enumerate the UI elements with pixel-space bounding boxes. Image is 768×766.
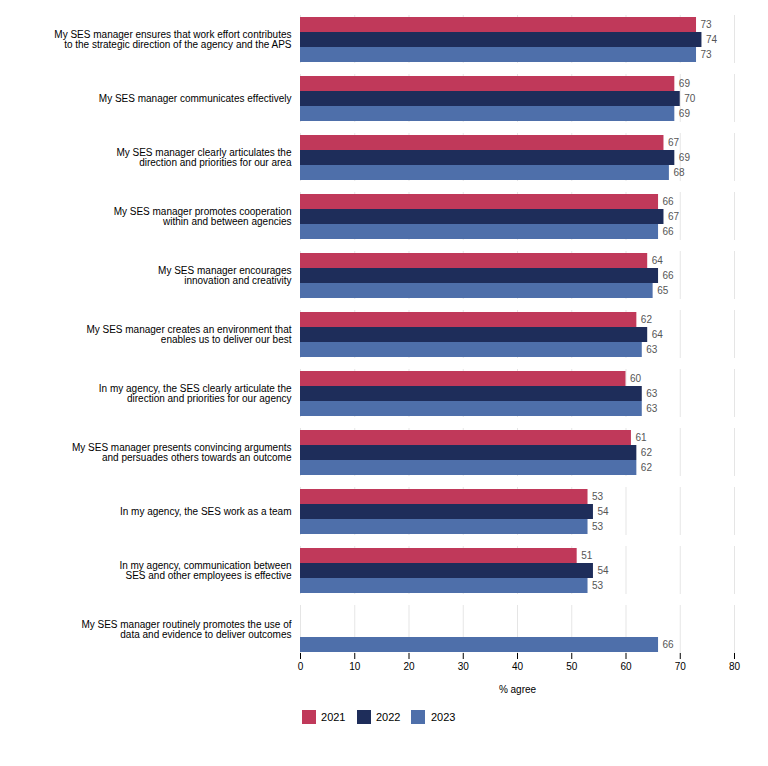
svg-text:68: 68 [673,167,685,178]
svg-text:73: 73 [701,49,713,60]
svg-text:64: 64 [652,255,664,266]
svg-text:64: 64 [652,329,664,340]
svg-text:30: 30 [458,661,470,672]
html-text:2022: 2022 [376,710,401,723]
svg-text:In my agency, communication be: In my agency, communication betweenSES a… [119,560,292,581]
svg-text:In my agency, the SES clearly: In my agency, the SES clearly articulate… [99,383,292,404]
svg-text:51: 51 [581,550,593,561]
svg-text:63: 63 [646,388,658,399]
svg-text:65: 65 [657,285,669,296]
svg-text:In my agency, the SES work as: In my agency, the SES work as a team [120,506,292,517]
svg-text:My SES manager presents convin: My SES manager presents convincing argum… [72,442,292,463]
svg-text:53: 53 [592,491,604,502]
svg-text:My SES manager promotes cooper: My SES manager promotes cooperationwithi… [114,206,292,227]
svg-text:My SES manager ensures that wo: My SES manager ensures that work effort … [54,29,291,50]
svg-text:74: 74 [706,34,718,45]
svg-text:My SES manager creates an envi: My SES manager creates an environment th… [86,324,291,345]
svg-text:My SES manager encouragesinnov: My SES manager encouragesinnovation and … [158,265,291,286]
svg-text:10: 10 [349,661,361,672]
svg-text:20: 20 [403,661,415,672]
svg-text:61: 61 [635,432,647,443]
svg-text:62: 62 [641,447,653,458]
svg-text:66: 66 [663,639,675,650]
svg-text:66: 66 [663,270,675,281]
svg-text:54: 54 [597,565,609,576]
svg-text:54: 54 [597,506,609,517]
svg-text:My SES manager clearly articul: My SES manager clearly articulates thedi… [116,147,292,168]
svg-text:69: 69 [679,108,691,119]
svg-text:40: 40 [512,661,524,672]
svg-text:73: 73 [701,19,713,30]
svg-text:53: 53 [592,521,604,532]
svg-text:62: 62 [641,314,653,325]
svg-text:0: 0 [298,661,304,672]
svg-text:60: 60 [620,661,632,672]
svg-text:67: 67 [668,211,680,222]
svg-text:62: 62 [641,462,653,473]
svg-text:70: 70 [675,661,687,672]
svg-text:63: 63 [646,403,658,414]
svg-text:% agree: % agree [499,684,537,695]
html-text:2023: 2023 [431,710,456,723]
html-text:2021: 2021 [321,710,346,723]
svg-text:69: 69 [679,78,691,89]
svg-text:80: 80 [729,661,741,672]
svg-text:66: 66 [663,196,675,207]
svg-text:69: 69 [679,152,691,163]
svg-text:63: 63 [646,344,658,355]
svg-text:50: 50 [566,661,578,672]
svg-text:66: 66 [663,226,675,237]
svg-text:60: 60 [630,373,642,384]
svg-text:67: 67 [668,137,680,148]
svg-text:53: 53 [592,580,604,591]
svg-text:My SES manager communicates ef: My SES manager communicates effectively [99,93,292,104]
svg-text:My SES manager routinely promo: My SES manager routinely promotes the us… [81,619,291,640]
svg-text:70: 70 [684,93,696,104]
